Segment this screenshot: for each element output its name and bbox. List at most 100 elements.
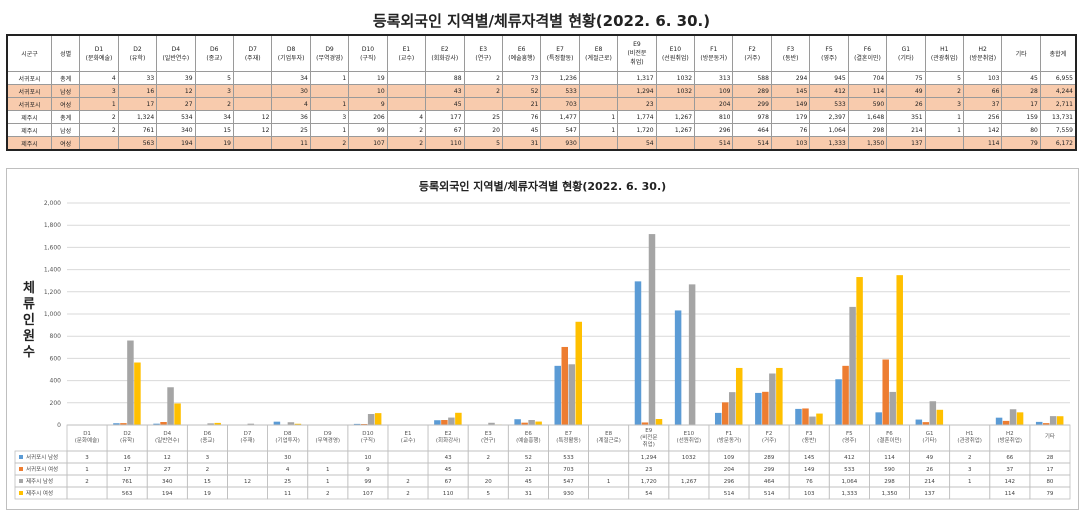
- data-label: 3: [968, 467, 972, 473]
- table-cell: 588: [732, 71, 772, 85]
- data-label: 3: [206, 455, 210, 461]
- table-cell: 6,172: [1039, 136, 1077, 151]
- table-cell-region: 서귀포시: [6, 84, 52, 98]
- table-header-cell: E9 (비전문 취업): [617, 34, 657, 72]
- x-tick-label: (기업투자): [275, 436, 300, 444]
- table-cell: 7,559: [1039, 123, 1077, 137]
- table-header-cell: F5 (영주): [809, 34, 849, 72]
- data-label: 28: [1046, 455, 1053, 461]
- x-tick-label: 기타: [1045, 432, 1055, 440]
- table-cell: [924, 136, 965, 151]
- data-label-cell: [588, 450, 630, 464]
- table-cell: 1: [309, 123, 350, 137]
- x-tick-label: E1: [405, 431, 412, 437]
- data-label: 43: [445, 455, 452, 461]
- data-label: 49: [926, 455, 933, 461]
- table-cell: 76: [770, 123, 811, 137]
- x-tick-label: D6: [204, 431, 212, 437]
- data-label: 80: [1046, 479, 1053, 485]
- table-cell: 2: [79, 123, 119, 137]
- data-label: 3: [85, 455, 89, 461]
- table-cell: [578, 97, 619, 111]
- y-tick-label: 2,000: [44, 200, 61, 207]
- table-cell: 23: [617, 97, 657, 111]
- data-label: 17: [1046, 467, 1053, 473]
- table-cell-gender: 남성: [50, 123, 81, 137]
- table-cell: 27: [156, 97, 196, 111]
- table-cell: [232, 84, 273, 98]
- x-tick-label: (연구): [481, 436, 495, 444]
- table-header-cell: F1 (방문동거): [694, 34, 734, 72]
- table-cell: 1,720: [617, 123, 657, 137]
- data-label: 547: [563, 479, 574, 485]
- data-label: 114: [1005, 491, 1016, 497]
- data-label: 1,350: [882, 491, 898, 497]
- data-label: 1,720: [641, 479, 657, 485]
- data-label: 31: [525, 491, 532, 497]
- data-label: 464: [764, 479, 775, 485]
- data-label: 563: [122, 491, 133, 497]
- data-label: 15: [204, 479, 211, 485]
- table-cell: 26: [886, 97, 926, 111]
- data-label: 103: [804, 491, 815, 497]
- data-label: 298: [884, 479, 895, 485]
- data-label: 1: [85, 467, 89, 473]
- x-tick-label: (방문취업): [998, 436, 1023, 444]
- bar-3: [214, 422, 221, 425]
- table-cell: 1032: [655, 84, 696, 98]
- table-cell: 31: [501, 136, 542, 151]
- data-label: 2: [85, 479, 89, 485]
- bar-0: [113, 423, 120, 425]
- table-cell: 945: [809, 71, 849, 85]
- data-label: 2: [406, 491, 410, 497]
- legend-swatch: [19, 455, 23, 459]
- table-cell: 4: [386, 110, 427, 124]
- x-tick-label: E2: [445, 431, 452, 437]
- data-label: 2: [406, 479, 410, 485]
- data-label: 1,267: [681, 479, 697, 485]
- data-label: 30: [284, 455, 291, 461]
- table-header-cell: 성별: [50, 34, 81, 72]
- table-cell: 1,350: [847, 136, 888, 151]
- data-label: 1,064: [841, 479, 857, 485]
- table-cell: 590: [847, 97, 888, 111]
- bar-2: [207, 423, 214, 425]
- data-label: 204: [724, 467, 735, 473]
- table-cell: 149: [770, 97, 811, 111]
- table-cell: 67: [425, 123, 465, 137]
- table-cell: [232, 71, 273, 85]
- chart-frame: 등록외국인 지역별/체류자격별 현황(2022. 6. 30.) 체류인원수 0…: [6, 168, 1079, 510]
- bar-0: [915, 419, 923, 425]
- table-cell: 351: [886, 110, 926, 124]
- bar-0: [514, 419, 521, 425]
- bar-1: [1002, 420, 1010, 425]
- bar-3: [294, 423, 302, 425]
- table-cell: 45: [501, 123, 542, 137]
- legend-entry: 제주시 남성: [26, 477, 53, 485]
- bar-3: [735, 367, 743, 425]
- x-tick-label: E8: [605, 431, 612, 437]
- table-cell: 12: [232, 110, 273, 124]
- table-cell: 930: [540, 136, 580, 151]
- table-cell: 13,731: [1039, 110, 1077, 124]
- bar-1: [802, 408, 809, 425]
- table-cell-region: 제주시: [6, 123, 52, 137]
- x-tick-label: (회화강사): [436, 436, 461, 444]
- data-label: 11: [284, 491, 291, 497]
- x-tick-label: D2: [123, 431, 131, 437]
- data-label-cell: [387, 462, 429, 476]
- table-cell-region: 서귀포시: [6, 97, 52, 111]
- x-tick-label: F5: [846, 431, 853, 437]
- data-label: 2: [487, 455, 491, 461]
- table-header-cell: F3 (동반): [770, 34, 811, 72]
- table-cell: 1,774: [617, 110, 657, 124]
- table-cell: [578, 71, 619, 85]
- table-cell: 1,648: [847, 110, 888, 124]
- data-label: 533: [563, 455, 574, 461]
- data-label: 5: [487, 491, 491, 497]
- table-cell: 52: [501, 84, 542, 98]
- table-cell: [655, 97, 696, 111]
- x-tick-label: D8: [284, 431, 292, 437]
- table-cell: 1,267: [655, 110, 696, 124]
- table-cell: 80: [1001, 123, 1041, 137]
